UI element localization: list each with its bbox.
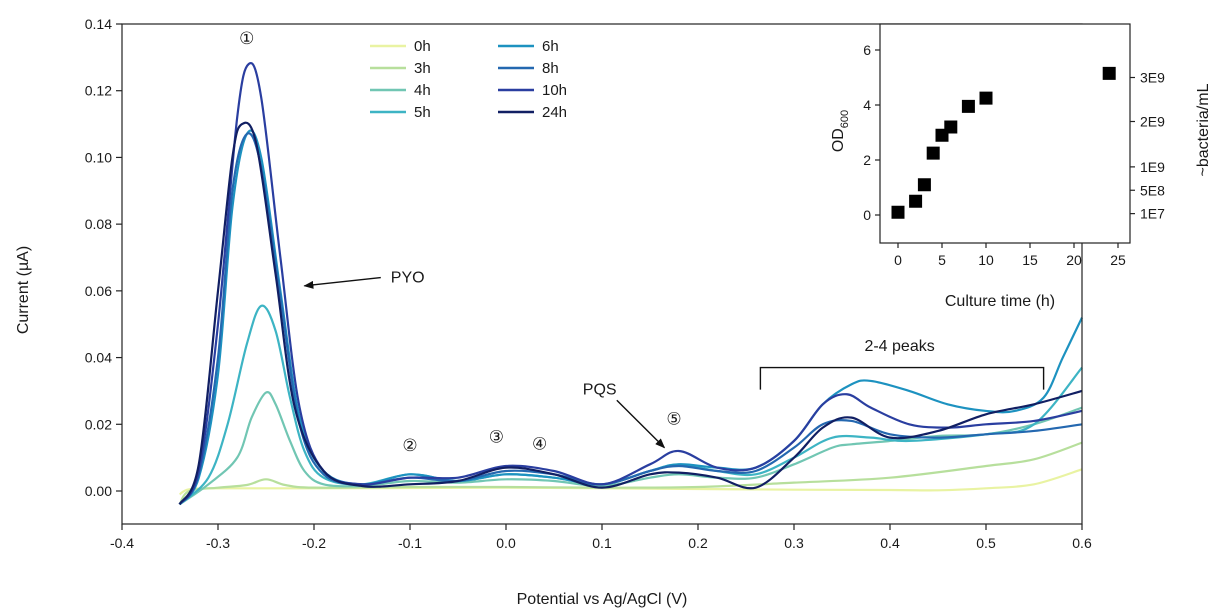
inset-x-tick-label: 15 xyxy=(1022,252,1038,268)
legend-item-8h: 8h xyxy=(498,60,559,77)
x-tick-label: 0.6 xyxy=(1072,535,1092,551)
inset-y-tick-label: 2 xyxy=(863,152,871,168)
inset-plot: 0 5 10 15 20 25 0 2 4 6 3E9 2E9 1E9 5E8 1E7 Culture ti… xyxy=(830,23,1212,310)
inset-y-tick-label: 6 xyxy=(863,42,871,58)
y-tick-label: 0.02 xyxy=(85,416,112,432)
legend-label: 24h xyxy=(542,104,567,121)
x-tick-label: 0.2 xyxy=(688,535,708,551)
annotation-arrow xyxy=(303,276,381,289)
inset-data-point xyxy=(917,178,931,192)
annotation-2-4-peaks: 2-4 peaks xyxy=(864,338,934,355)
series-line-10h xyxy=(178,62,1083,506)
y-tick-label: 0.08 xyxy=(85,216,112,232)
inset-y2-axis-label: ~bacteria/mL xyxy=(1195,83,1212,176)
y-tick-label: 0.10 xyxy=(85,149,112,165)
x-axis-label: Potential vs Ag/AgCl (V) xyxy=(517,591,688,608)
inset-data-point xyxy=(909,194,923,208)
inset-y-axis-label: OD600 xyxy=(830,110,851,152)
annotation-pyo: PYO xyxy=(303,270,425,289)
annotation-pqs: PQS xyxy=(583,381,666,449)
legend-label: 6h xyxy=(542,38,559,55)
legend-item-10h: 10h xyxy=(498,82,567,99)
inset-frame xyxy=(879,23,1131,244)
legend-item-6h: 6h xyxy=(498,38,559,55)
inset-y-axis-label-main: OD xyxy=(830,128,847,152)
inset-y-tick-label: 4 xyxy=(863,97,871,113)
legend-item-3h: 3h xyxy=(370,60,431,77)
series-line-4h xyxy=(178,391,1083,506)
inset-y2-tick-label: 2E9 xyxy=(1140,114,1165,130)
x-tick-label: 0.3 xyxy=(784,535,804,551)
y-axis-label: Current (µA) xyxy=(15,246,32,334)
legend-item-5h: 5h xyxy=(370,104,431,121)
legend-item-0h: 0h xyxy=(370,38,431,55)
main-plot: -0.4 -0.3 -0.2 -0.1 0.0 0.1 0.2 0.3 0.4 0.5 0.6 0.0… xyxy=(15,16,1092,608)
inset-y-axis-label-sub: 600 xyxy=(839,110,851,128)
inset-y2-tick-label: 1E9 xyxy=(1140,159,1165,175)
inset-y-tick-label: 0 xyxy=(863,207,871,223)
peak-marker-5: ⑤ xyxy=(666,409,681,429)
annotation-label: PYO xyxy=(391,270,425,287)
legend-label: 8h xyxy=(542,60,559,77)
series-line-3h xyxy=(178,441,1083,505)
inset-x-tick-label: 5 xyxy=(938,252,946,268)
x-tick-label: -0.2 xyxy=(302,535,326,551)
x-tick-label: 0.4 xyxy=(880,535,900,551)
y-tick-label: 0.14 xyxy=(85,16,112,32)
legend-label: 10h xyxy=(542,82,567,99)
x-tick-label: 0.0 xyxy=(496,535,516,551)
main-lines xyxy=(178,62,1083,506)
y-tick-label: 0.06 xyxy=(85,283,112,299)
inset-data-point xyxy=(891,205,905,219)
inset-data-point xyxy=(944,120,958,134)
inset-data-point xyxy=(1102,66,1116,80)
peak-marker-4: ④ xyxy=(532,434,547,454)
inset-points xyxy=(891,66,1116,219)
legend: 0h 3h 4h 5h 6h 8h 10h 24h xyxy=(370,38,567,121)
peak-marker-3: ③ xyxy=(489,428,504,448)
y-tick-label: 0.12 xyxy=(85,83,112,99)
inset-y2-tick-label: 3E9 xyxy=(1140,70,1165,86)
inset-data-point xyxy=(961,99,975,113)
legend-label: 5h xyxy=(414,104,431,121)
peak-marker-2: ② xyxy=(402,436,417,456)
inset-data-point xyxy=(926,146,940,160)
x-tick-label: 0.1 xyxy=(592,535,612,551)
main-annotations: PYO PQS 2-4 peaks ① ② ③ ④ ⑤ xyxy=(239,29,1045,456)
inset-axes: 0 5 10 15 20 25 0 2 4 6 3E9 2E9 1E9 5E8 1E7 xyxy=(863,23,1165,268)
peak-marker-1: ① xyxy=(239,29,254,49)
main-axes: -0.4 -0.3 -0.2 -0.1 0.0 0.1 0.2 0.3 0.4 0.5 0.6 0.0… xyxy=(85,16,1092,551)
legend-label: 4h xyxy=(414,82,431,99)
inset-x-axis-label: Culture time (h) xyxy=(945,293,1055,310)
legend-item-4h: 4h xyxy=(370,82,431,99)
inset-x-tick-label: 0 xyxy=(894,252,902,268)
legend-item-24h: 24h xyxy=(498,104,567,121)
x-tick-label: -0.4 xyxy=(110,535,134,551)
x-tick-label: -0.1 xyxy=(398,535,422,551)
legend-label: 0h xyxy=(414,38,431,55)
legend-label: 3h xyxy=(414,60,431,77)
y-tick-label: 0.04 xyxy=(85,350,112,366)
annotation-label: PQS xyxy=(583,381,617,398)
annotation-arrow xyxy=(616,399,666,449)
inset-x-tick-label: 25 xyxy=(1110,252,1126,268)
inset-y2-tick-label: 5E8 xyxy=(1140,182,1165,198)
annotation-label: 2-4 peaks xyxy=(864,338,934,355)
series-line-24h xyxy=(178,121,1083,505)
x-tick-label: 0.5 xyxy=(976,535,996,551)
inset-x-tick-label: 10 xyxy=(978,252,994,268)
peaks-bracket xyxy=(759,366,1045,390)
inset-x-tick-label: 20 xyxy=(1066,252,1082,268)
inset-data-point xyxy=(979,91,993,105)
x-tick-label: -0.3 xyxy=(206,535,230,551)
inset-y2-tick-label: 1E7 xyxy=(1140,206,1165,222)
y-tick-label: 0.00 xyxy=(85,483,112,499)
